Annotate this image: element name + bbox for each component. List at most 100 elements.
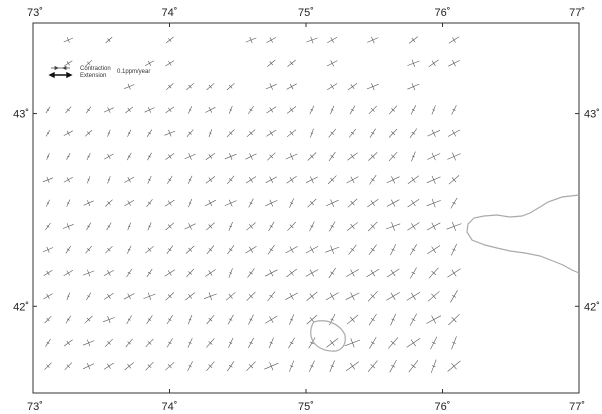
lat-label-right: 42˚: [584, 301, 600, 313]
strain-symbol: [409, 244, 417, 256]
strain-symbol: [267, 152, 276, 161]
strain-symbol: [43, 293, 53, 300]
strain-symbol: [186, 83, 194, 91]
strain-symbol: [285, 292, 298, 300]
strain-symbol: [285, 246, 298, 254]
strain-symbol: [288, 337, 295, 349]
strain-symbol: [287, 221, 297, 231]
strain-symbol: [385, 221, 401, 231]
strain-symbol: [187, 338, 193, 348]
strain-symbol: [287, 106, 297, 114]
strain-symbol: [204, 199, 216, 207]
strain-symbol: [147, 175, 152, 184]
strain-symbol: [266, 106, 277, 114]
strain-symbol: [186, 129, 194, 137]
strain-symbol: [367, 291, 378, 302]
strain-symbol: [305, 176, 318, 184]
strain-symbol: [368, 244, 377, 255]
strain-symbol: [144, 106, 155, 113]
strain-symbol: [386, 176, 400, 184]
lake-coastline: [466, 194, 580, 274]
strain-symbol: [64, 60, 73, 67]
legend: Contraction Extension 0.1ppm/year: [48, 65, 150, 79]
strain-symbol: [407, 59, 420, 68]
strain-symbol: [146, 315, 153, 324]
strain-symbol: [306, 291, 318, 301]
strain-symbol: [346, 314, 359, 325]
strain-symbol: [227, 175, 235, 184]
strain-symbol: [446, 221, 462, 231]
map-frame: [32, 22, 580, 394]
strain-symbol: [147, 152, 152, 161]
strain-symbol: [227, 314, 234, 325]
strain-symbol: [287, 59, 296, 67]
lon-label-bottom: 76˚: [435, 401, 451, 413]
strain-symbol: [451, 243, 457, 256]
strain-symbol: [224, 152, 237, 161]
strain-symbol: [367, 36, 379, 44]
strain-symbol: [369, 336, 377, 349]
strain-symbol: [348, 128, 357, 138]
strain-symbol: [426, 198, 441, 208]
strain-symbol: [66, 292, 70, 301]
axis-ticks: 73˚ 73˚ 74˚ 74˚ 75˚ 75˚ 76˚ 76˚ 77˚ 77˚ 43˚ 43˚ 42˚ 4…: [13, 7, 600, 413]
lon-label-bottom: 73˚: [27, 401, 43, 413]
strain-symbol: [406, 338, 421, 348]
strain-symbol: [407, 222, 420, 231]
strain-symbol: [65, 245, 71, 254]
strain-symbol: [431, 105, 436, 115]
strain-symbol: [206, 83, 215, 91]
strain-symbol: [86, 222, 91, 231]
strain-symbol: [165, 106, 175, 114]
strain-symbol: [286, 268, 297, 278]
lon-label-bottom: 77˚: [569, 401, 585, 413]
lon-label-bottom: 75˚: [298, 401, 314, 413]
strain-symbol: [166, 83, 174, 91]
legend-contraction-symbol: [51, 65, 70, 71]
strain-symbol: [64, 362, 73, 371]
strain-symbol: [84, 129, 93, 137]
strain-symbol: [185, 245, 195, 254]
strain-symbol: [267, 244, 275, 255]
strain-symbol: [165, 153, 175, 160]
strain-symbol: [309, 360, 315, 372]
strain-symbol: [286, 129, 297, 138]
strain-symbol: [123, 293, 135, 300]
strain-symbol: [451, 336, 457, 350]
lat-label-left: 43˚: [13, 109, 29, 121]
strain-symbol: [305, 269, 319, 277]
strain-symbol: [45, 129, 51, 137]
legend-contraction-label: Contraction: [80, 66, 111, 72]
strain-symbol: [63, 269, 74, 277]
strain-symbol: [107, 176, 111, 184]
strain-symbol: [427, 129, 441, 137]
strain-symbol: [307, 198, 317, 208]
strain-symbol: [86, 292, 92, 301]
strain-symbol: [347, 222, 358, 231]
strain-symbol: [104, 153, 114, 160]
strain-symbol: [125, 338, 133, 348]
lon-label-top: 77˚: [569, 7, 585, 19]
strain-symbol: [266, 129, 277, 137]
strain-symbol: [310, 128, 314, 138]
strain-symbol: [124, 200, 135, 207]
strain-symbol: [63, 177, 73, 183]
strain-symbol: [308, 337, 316, 349]
strain-symbol: [367, 221, 378, 232]
strain-symbol: [406, 291, 421, 301]
strain-symbol: [227, 245, 235, 255]
strain-symbol: [346, 269, 359, 277]
strain-symbol: [126, 268, 133, 278]
strain-symbol: [347, 152, 358, 161]
strain-symbol: [448, 313, 460, 326]
strain-symbol: [428, 59, 439, 67]
strain-symbols: [42, 36, 462, 373]
strain-symbol: [306, 314, 318, 325]
strain-symbol: [226, 129, 235, 138]
strain-symbol: [248, 314, 254, 325]
strain-symbol: [245, 246, 257, 254]
strain-symbol: [408, 360, 419, 373]
strain-symbol: [203, 292, 217, 301]
strain-symbol: [103, 107, 114, 113]
strain-symbol: [309, 221, 315, 232]
